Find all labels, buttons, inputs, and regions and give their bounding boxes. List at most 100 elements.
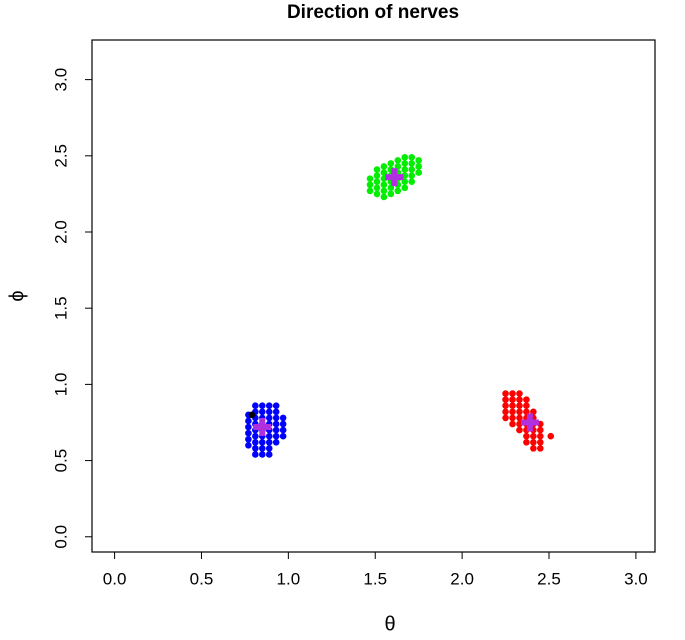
point: [401, 184, 409, 192]
point: [537, 438, 544, 446]
point: [509, 396, 516, 403]
point: [530, 408, 537, 416]
point: [373, 178, 381, 186]
point: [258, 408, 266, 416]
point: [245, 442, 252, 449]
point: [265, 402, 273, 410]
x-tick-label: 2.5: [537, 569, 561, 588]
point: [502, 408, 509, 416]
point: [366, 187, 374, 195]
y-axis-label: ϕ: [6, 290, 28, 301]
y-tick-label: 2.0: [51, 220, 70, 244]
point: [415, 163, 422, 170]
point: [279, 426, 287, 434]
point: [502, 390, 509, 397]
point: [523, 408, 530, 416]
y-tick-label: 0.0: [51, 525, 70, 549]
y-tick-label: 2.5: [51, 144, 70, 168]
point: [373, 184, 381, 192]
point: [258, 445, 266, 452]
point: [509, 408, 516, 416]
point: [272, 426, 280, 434]
point: [252, 402, 259, 410]
point: [502, 396, 509, 403]
x-tick-label: 2.0: [450, 569, 474, 588]
center-marker: [520, 413, 539, 432]
point: [245, 423, 252, 431]
point: [272, 432, 280, 440]
point: [265, 451, 273, 458]
point: [502, 414, 509, 422]
center-marker: [385, 168, 404, 187]
y-tick-label: 1.5: [51, 296, 70, 320]
point: [523, 438, 530, 446]
point: [248, 411, 256, 419]
point: [516, 390, 523, 397]
point: [272, 420, 280, 428]
x-tick-label: 1.5: [363, 569, 387, 588]
point: [279, 420, 287, 428]
point: [537, 432, 544, 440]
point: [523, 402, 530, 410]
point: [394, 187, 402, 195]
x-tick-label: 1.0: [277, 569, 301, 588]
point: [408, 172, 416, 179]
point: [516, 426, 523, 434]
point: [373, 172, 381, 179]
point: [272, 414, 280, 422]
point: [366, 181, 374, 189]
point: [252, 438, 259, 446]
point: [252, 451, 259, 458]
point: [408, 154, 416, 161]
point: [258, 451, 266, 458]
chart-title: Direction of nerves: [287, 2, 459, 23]
point: [394, 157, 402, 164]
point: [530, 445, 537, 452]
point: [258, 402, 266, 410]
x-tick-label: 3.0: [624, 569, 648, 588]
point: [401, 166, 409, 173]
point: [279, 414, 287, 422]
point: [279, 432, 287, 440]
point: [265, 445, 273, 452]
point: [380, 193, 388, 201]
point: [272, 408, 280, 416]
point: [547, 432, 555, 440]
point: [265, 414, 273, 422]
point: [516, 396, 523, 403]
point: [516, 408, 523, 416]
point: [373, 190, 381, 198]
point: [408, 166, 416, 173]
x-tick-label: 0.0: [103, 569, 127, 588]
point: [408, 178, 416, 186]
point: [530, 438, 537, 446]
point: [366, 175, 374, 182]
point: [537, 426, 544, 434]
point: [265, 432, 273, 440]
point: [509, 420, 516, 428]
point: [265, 408, 273, 416]
y-tick-label: 0.5: [51, 449, 70, 473]
point: [258, 438, 266, 446]
point: [516, 402, 523, 410]
point: [387, 184, 395, 192]
point: [245, 417, 252, 425]
point: [502, 402, 509, 410]
point: [245, 435, 252, 443]
point: [373, 166, 381, 173]
x-tick-label: 0.5: [190, 569, 214, 588]
point: [415, 169, 422, 176]
point: [252, 445, 259, 452]
point: [401, 154, 409, 161]
point: [537, 445, 544, 452]
y-tick-label: 1.0: [51, 373, 70, 397]
center-marker: [253, 418, 272, 437]
point: [394, 163, 402, 170]
x-axis-label: θ: [384, 613, 395, 635]
point: [380, 187, 388, 195]
point: [509, 402, 516, 410]
point: [401, 160, 409, 167]
point: [272, 402, 280, 410]
point: [387, 160, 395, 167]
